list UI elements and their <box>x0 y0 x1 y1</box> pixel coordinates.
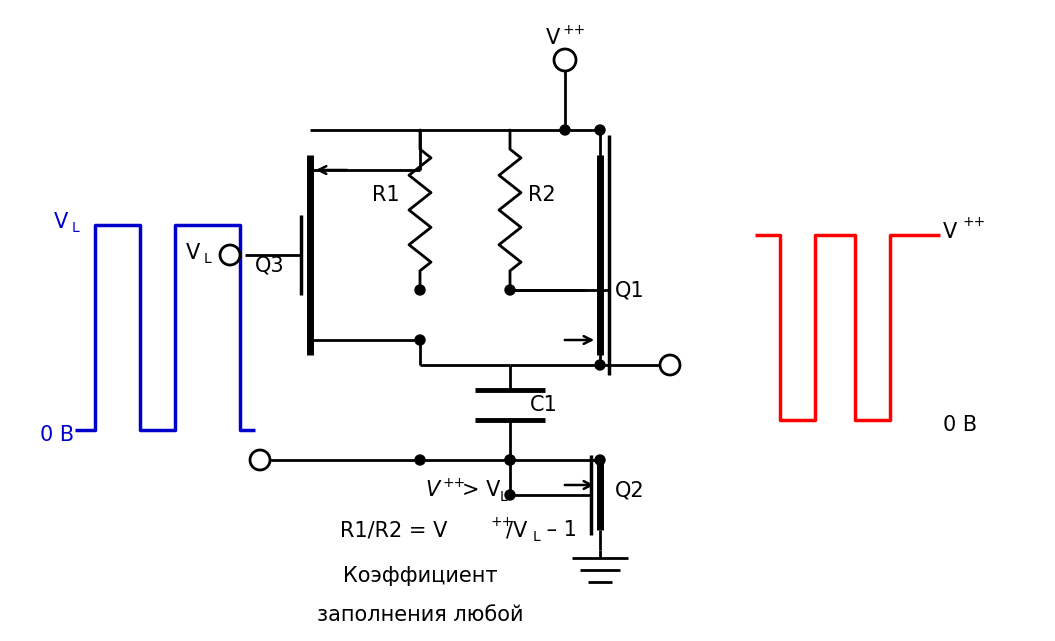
Text: R1: R1 <box>372 185 400 205</box>
Text: C1: C1 <box>530 395 558 415</box>
Text: 0 B: 0 B <box>943 415 977 435</box>
Circle shape <box>505 490 515 500</box>
Text: L: L <box>204 252 212 266</box>
Text: V: V <box>54 212 68 232</box>
Text: V: V <box>943 222 957 242</box>
Circle shape <box>505 285 515 295</box>
Text: 0 B: 0 B <box>40 425 74 445</box>
Circle shape <box>415 455 425 465</box>
Circle shape <box>505 455 515 465</box>
Text: L: L <box>500 490 507 504</box>
Text: L: L <box>72 221 80 235</box>
Text: V: V <box>426 480 440 500</box>
Circle shape <box>554 49 576 71</box>
Text: ++: ++ <box>443 476 466 490</box>
Text: ++: ++ <box>490 515 513 529</box>
Circle shape <box>595 125 605 135</box>
Circle shape <box>660 355 680 375</box>
Text: ++: ++ <box>563 23 587 37</box>
Text: заполнения любой: заполнения любой <box>316 605 523 625</box>
Text: > V: > V <box>462 480 500 500</box>
Text: Q1: Q1 <box>615 280 645 300</box>
Circle shape <box>415 335 425 345</box>
Text: Коэффициент: Коэффициент <box>343 566 497 586</box>
Text: R2: R2 <box>528 185 556 205</box>
Circle shape <box>415 285 425 295</box>
Text: Q3: Q3 <box>255 255 285 275</box>
Circle shape <box>595 360 605 370</box>
Text: /V: /V <box>506 520 528 540</box>
Text: Q2: Q2 <box>615 480 645 500</box>
Text: V: V <box>186 243 200 263</box>
Circle shape <box>250 450 270 470</box>
Circle shape <box>220 245 239 265</box>
Circle shape <box>505 455 515 465</box>
Text: R1/R2 = V: R1/R2 = V <box>340 520 447 540</box>
Text: L: L <box>533 530 541 544</box>
Text: – 1: – 1 <box>540 520 577 540</box>
Circle shape <box>560 125 570 135</box>
Text: V: V <box>545 28 560 48</box>
Text: ++: ++ <box>963 215 986 229</box>
Circle shape <box>595 455 605 465</box>
